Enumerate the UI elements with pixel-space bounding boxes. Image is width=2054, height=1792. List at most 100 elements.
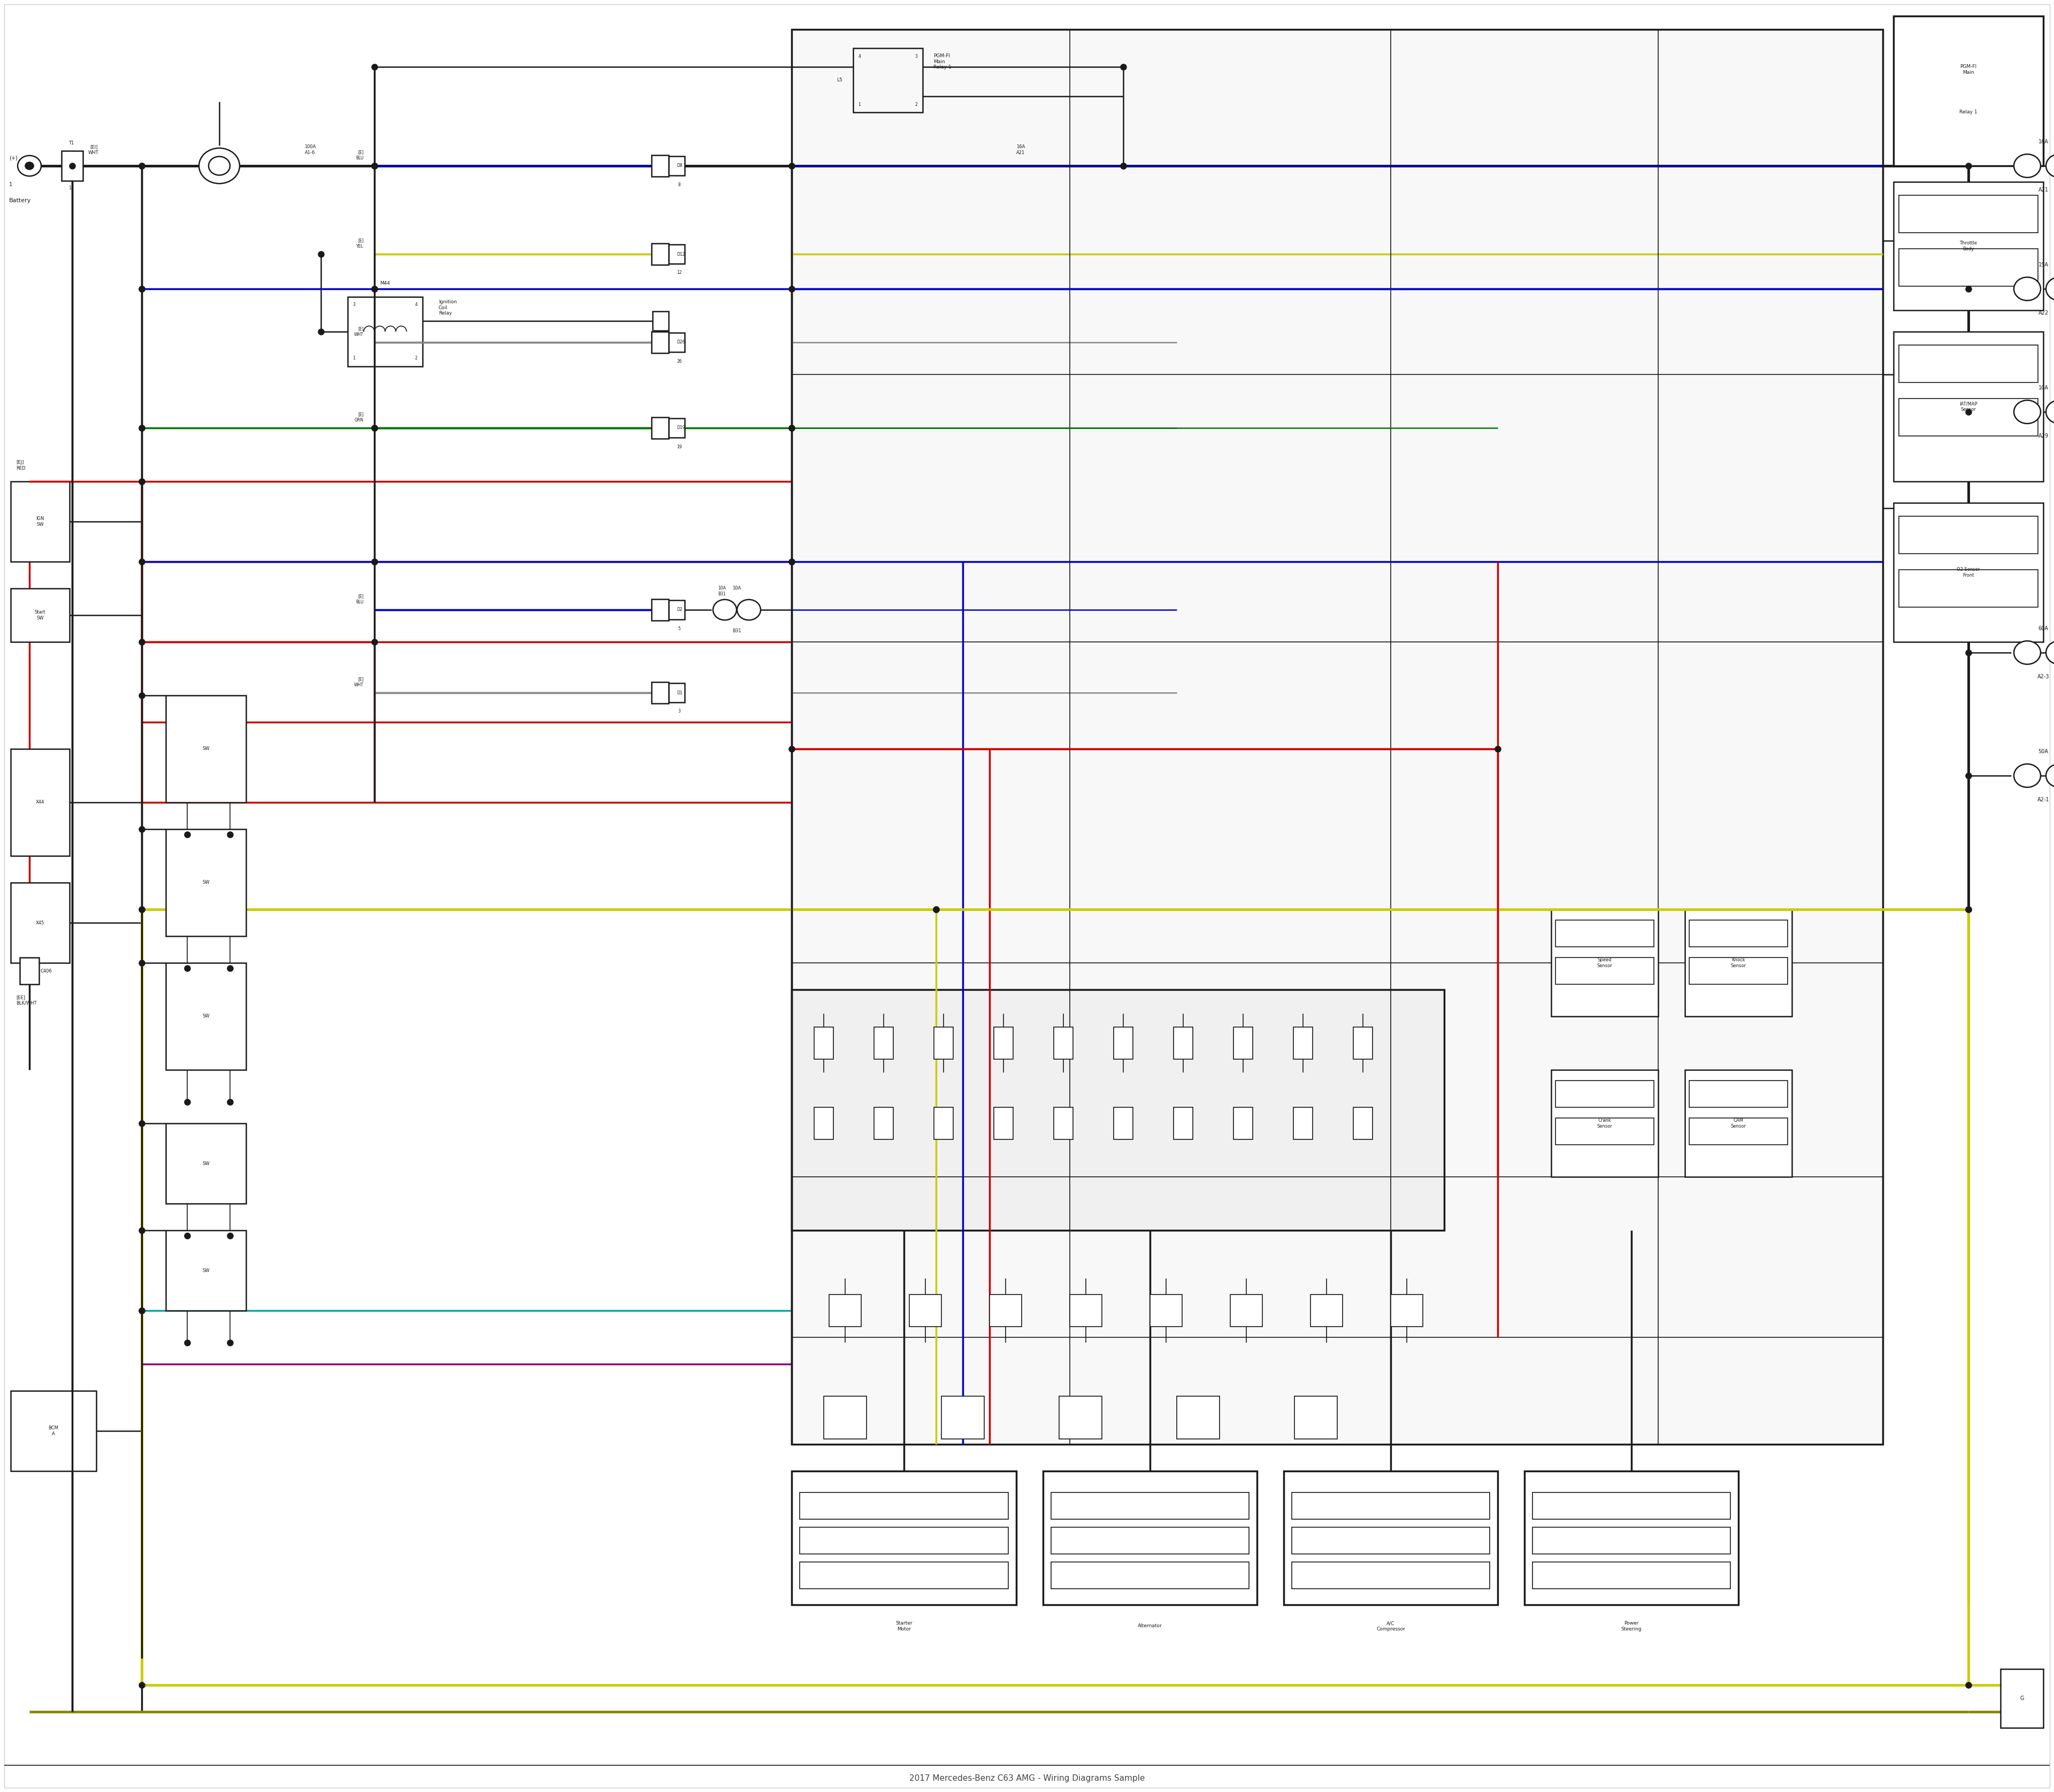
Bar [1898,195,2038,233]
Bar [813,1107,834,1140]
Text: [E]
BLU: [E] BLU [355,151,364,159]
Text: SW: SW [203,880,210,885]
Bar [10,482,70,561]
Text: 15A: 15A [2038,262,2048,267]
Text: G: G [2019,1695,2023,1701]
Bar [1898,398,2038,435]
Circle shape [2046,400,2054,423]
Circle shape [2046,278,2054,301]
Text: IGN
SW: IGN SW [37,516,45,527]
Bar [1294,1396,1337,1439]
Bar [1532,1493,1729,1520]
Bar [1177,1396,1220,1439]
Text: Crank
Sensor: Crank Sensor [1596,1118,1612,1129]
Bar [1688,1118,1787,1145]
Bar [10,1391,97,1471]
Bar [166,1231,246,1310]
Bar [670,244,684,263]
Text: PGM-FI
Main
Relay 1: PGM-FI Main Relay 1 [933,54,951,70]
Bar [670,333,684,351]
Text: D12: D12 [676,251,684,256]
Bar [1898,249,2038,287]
Bar [1294,1027,1313,1059]
Bar [1894,181,2044,310]
Circle shape [2013,400,2040,423]
Text: C406: C406 [41,968,51,973]
Text: [EJ]
RED: [EJ] RED [16,461,25,471]
Circle shape [2046,154,2054,177]
Text: 16A: 16A [2038,140,2048,145]
Text: 4: 4 [415,303,417,306]
Text: IAT/MAP
Sensor: IAT/MAP Sensor [1960,401,1978,412]
Text: X44: X44 [35,799,45,805]
Circle shape [18,156,41,176]
Text: 10A: 10A [2038,385,2048,391]
Bar [1688,919,1787,946]
Text: SW: SW [203,1161,210,1167]
Bar [935,1027,953,1059]
Text: 2017 Mercedes-Benz C63 AMG - Wiring Diagrams Sample: 2017 Mercedes-Benz C63 AMG - Wiring Diag… [910,1774,1144,1783]
Bar [651,332,670,353]
Bar [1052,1563,1249,1590]
Text: A29: A29 [2038,434,2048,439]
Text: 10A: 10A [731,586,741,591]
Bar [1688,1081,1787,1107]
Bar [670,156,684,176]
Bar [166,695,246,803]
Bar [875,1107,893,1140]
Bar [799,1563,1009,1590]
Text: 2: 2 [914,102,918,108]
Text: Starter
Motor: Starter Motor [896,1622,912,1631]
Text: 3: 3 [353,303,355,306]
Text: Speed
Sensor: Speed Sensor [1596,957,1612,968]
Bar [1230,1294,1263,1326]
Bar [1684,909,1791,1016]
Text: SW: SW [203,747,210,751]
Bar [1894,504,2044,642]
Bar [791,29,1884,1444]
Bar [1294,1107,1313,1140]
Text: 100A
A1-6: 100A A1-6 [304,145,316,154]
Bar [1292,1563,1489,1590]
Text: SW: SW [203,1014,210,1020]
Bar [1894,332,2044,482]
Bar [10,749,70,857]
Bar [1354,1027,1372,1059]
Text: D19: D19 [676,425,684,430]
Text: [EI]
WHT: [EI] WHT [88,145,99,154]
Bar [1150,1294,1183,1326]
Text: [EE]
BLK/WHT: [EE] BLK/WHT [16,995,37,1005]
Text: SW: SW [203,1269,210,1272]
Text: [E]
BLU: [E] BLU [355,593,364,604]
Text: 5: 5 [678,625,680,631]
Circle shape [2046,642,2054,665]
Text: 12: 12 [676,271,682,276]
Bar [1310,1294,1343,1326]
Text: 1: 1 [859,102,861,108]
Text: O2 Sensor
Front: O2 Sensor Front [1957,568,1980,577]
Text: D26: D26 [676,340,684,344]
Text: 10A
B31: 10A B31 [719,586,725,597]
Bar [1060,1396,1101,1439]
Bar [1052,1493,1249,1520]
Bar [1043,1471,1257,1606]
Bar [166,830,246,935]
Bar [670,600,684,620]
Bar [21,957,39,984]
Bar [2001,1668,2044,1727]
Bar [799,1527,1009,1554]
Bar [813,1027,834,1059]
Text: A21: A21 [2038,186,2048,192]
Bar [1354,1107,1372,1140]
Text: 8: 8 [678,183,680,186]
Bar [875,1027,893,1059]
Text: 26: 26 [676,358,682,364]
Circle shape [2013,763,2040,787]
Text: A22: A22 [2038,310,2048,315]
Circle shape [2046,763,2054,787]
Circle shape [737,600,760,620]
Bar [935,1107,953,1140]
Bar [1555,1081,1653,1107]
Bar [1555,919,1653,946]
Bar [1173,1027,1193,1059]
